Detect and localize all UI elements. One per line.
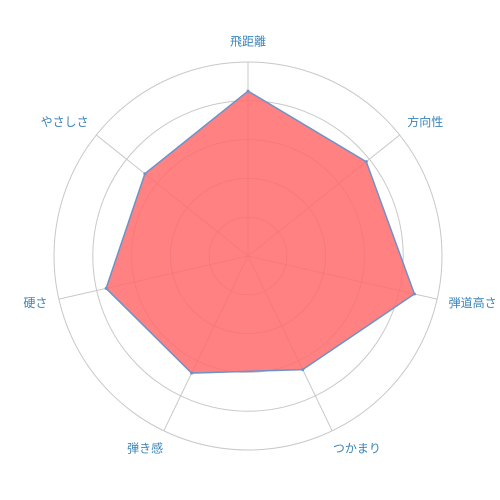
data-point-2 <box>364 160 368 164</box>
series-area <box>104 89 416 375</box>
data-point-3 <box>412 292 416 296</box>
data-point-7 <box>143 172 147 176</box>
axis-label-4: つかまり <box>333 441 381 455</box>
data-point-6 <box>104 286 108 290</box>
series-polygon <box>105 90 416 374</box>
data-point-1 <box>246 89 250 93</box>
axis-label-2: 方向性 <box>407 114 443 129</box>
axis-label-6: 硬さ <box>23 296 47 310</box>
axis-label-3: 弾道高さ <box>449 295 497 310</box>
axis-label-5: 弾き感 <box>127 440 163 455</box>
data-point-5 <box>190 371 194 375</box>
axis-label-1: 飛距離 <box>230 35 266 49</box>
axis-label-7: やさしさ <box>41 115 89 129</box>
data-point-4 <box>301 368 305 372</box>
